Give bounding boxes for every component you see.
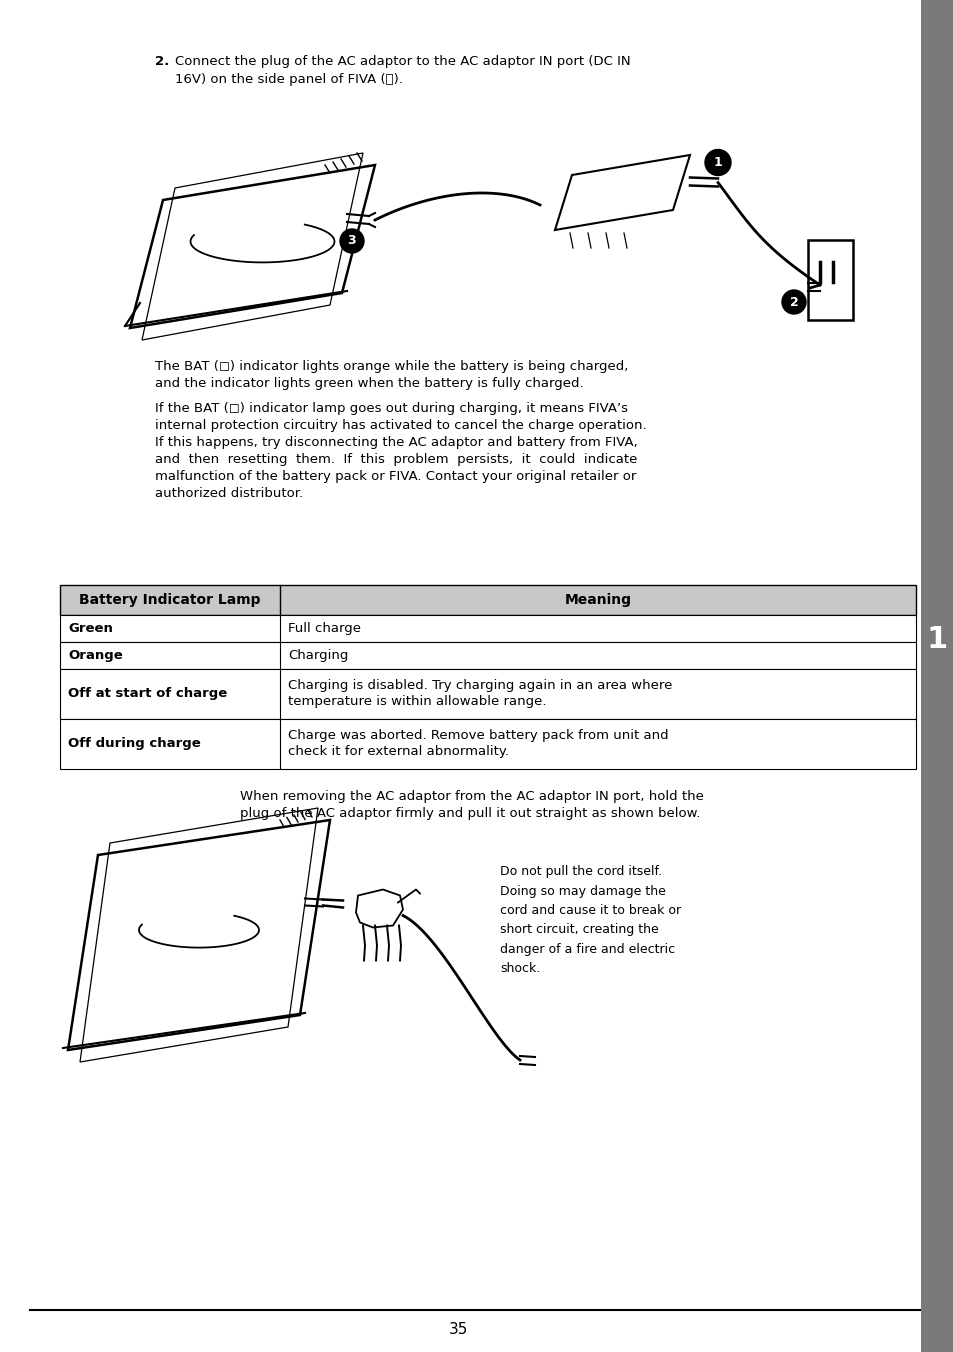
Text: internal protection circuitry has activated to cancel the charge operation.: internal protection circuitry has activa… [154, 419, 646, 433]
Text: Off at start of charge: Off at start of charge [68, 688, 227, 700]
Text: Orange: Orange [68, 649, 123, 662]
Text: 2.: 2. [154, 55, 169, 68]
Bar [807, 241, 852, 320]
Text: malfunction of the battery pack or FIVA. Contact your original retailer or: malfunction of the battery pack or FIVA.… [154, 470, 636, 483]
Text: Full charge: Full charge [288, 622, 360, 635]
Text: 1: 1 [713, 155, 721, 169]
Bar [60, 669, 915, 719]
Bar [60, 719, 915, 769]
Text: Meaning: Meaning [564, 594, 631, 607]
Text: check it for external abnormality.: check it for external abnormality. [288, 745, 509, 758]
Text: Battery Indicator Lamp: Battery Indicator Lamp [79, 594, 260, 607]
Text: Green: Green [68, 622, 112, 635]
Text: Off during charge: Off during charge [68, 737, 200, 750]
Bar [60, 585, 915, 615]
Text: plug of the AC adaptor firmly and pull it out straight as shown below.: plug of the AC adaptor firmly and pull i… [240, 807, 700, 821]
Text: 35: 35 [449, 1322, 468, 1337]
Text: When removing the AC adaptor from the AC adaptor IN port, hold the: When removing the AC adaptor from the AC… [240, 790, 703, 803]
Circle shape [781, 289, 805, 314]
Text: If this happens, try disconnecting the AC adaptor and battery from FIVA,: If this happens, try disconnecting the A… [154, 435, 638, 449]
Text: 1: 1 [926, 626, 947, 654]
Circle shape [339, 228, 364, 253]
Text: 2: 2 [789, 296, 798, 308]
Text: authorized distributor.: authorized distributor. [154, 487, 303, 500]
Text: Connect the plug of the AC adaptor to the AC adaptor IN port (DC IN: Connect the plug of the AC adaptor to th… [174, 55, 630, 68]
Bar [920, 0, 953, 1352]
Text: Charging: Charging [288, 649, 348, 662]
Text: and  then  resetting  them.  If  this  problem  persists,  it  could  indicate: and then resetting them. If this problem… [154, 453, 637, 466]
Text: 3: 3 [347, 234, 355, 247]
Bar [60, 615, 915, 642]
Text: If the BAT (◻) indicator lamp goes out during charging, it means FIVA’s: If the BAT (◻) indicator lamp goes out d… [154, 402, 627, 415]
Bar [60, 642, 915, 669]
Text: Charge was aborted. Remove battery pack from unit and: Charge was aborted. Remove battery pack … [288, 730, 668, 742]
Text: The BAT (◻) indicator lights orange while the battery is being charged,: The BAT (◻) indicator lights orange whil… [154, 360, 628, 373]
Text: Charging is disabled. Try charging again in an area where: Charging is disabled. Try charging again… [288, 680, 672, 692]
Text: Do not pull the cord itself.
Doing so may damage the
cord and cause it to break : Do not pull the cord itself. Doing so ma… [499, 865, 680, 976]
Text: temperature is within allowable range.: temperature is within allowable range. [288, 695, 546, 708]
Circle shape [704, 150, 730, 176]
Text: 16V) on the side panel of FIVA (ⓢ).: 16V) on the side panel of FIVA (ⓢ). [174, 73, 402, 87]
Text: and the indicator lights green when the battery is fully charged.: and the indicator lights green when the … [154, 377, 583, 389]
